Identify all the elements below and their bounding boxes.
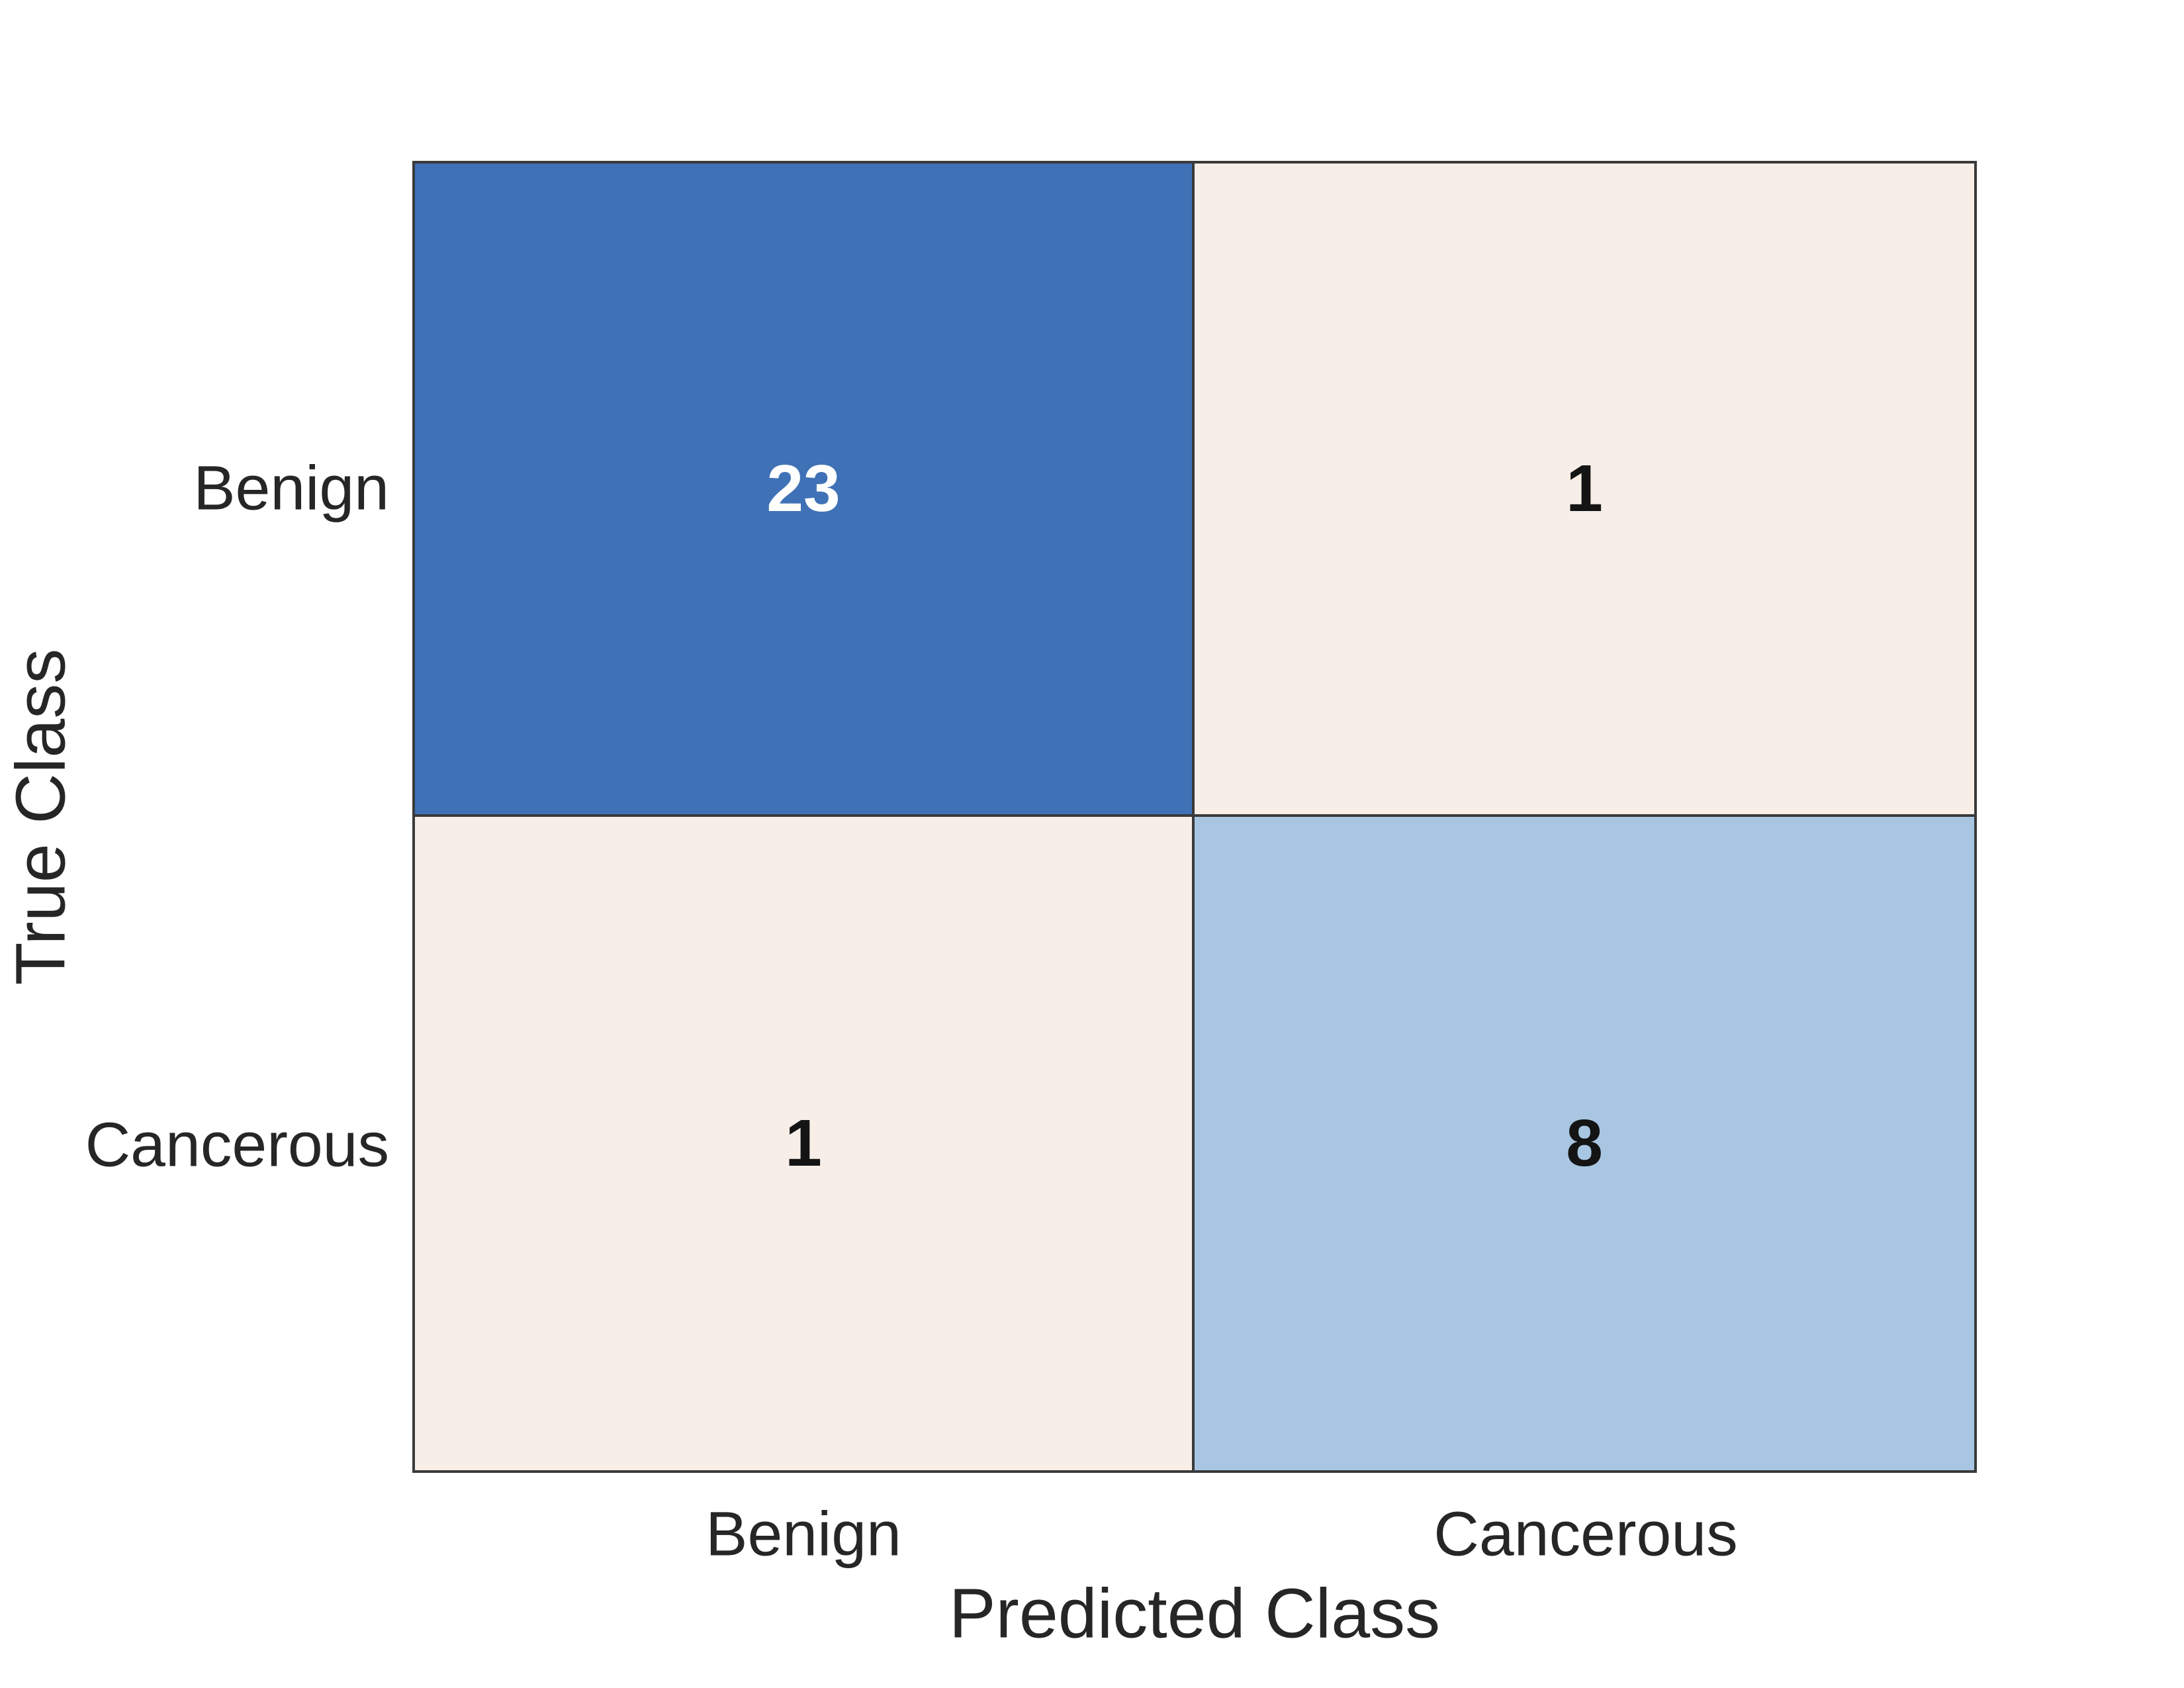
y-tick-cancerous: Cancerous: [85, 1109, 389, 1180]
cell-true-benign-pred-cancerous: 1: [1195, 164, 1974, 817]
cell-value: 23: [766, 451, 841, 526]
confusion-matrix-grid: 23 1 1 8: [412, 161, 1977, 1473]
y-axis-title: True Class: [1, 648, 80, 986]
x-axis-title: Predicted Class: [948, 1574, 1441, 1653]
cell-value: 1: [785, 1106, 822, 1180]
cell-value: 1: [1566, 451, 1603, 526]
cell-true-cancerous-pred-cancerous: 8: [1195, 817, 1974, 1470]
cell-true-cancerous-pred-benign: 1: [415, 817, 1195, 1470]
x-tick-benign: Benign: [705, 1499, 901, 1570]
x-tick-cancerous: Cancerous: [1433, 1499, 1738, 1570]
y-tick-benign: Benign: [193, 453, 389, 524]
cell-true-benign-pred-benign: 23: [415, 164, 1195, 817]
cell-value: 8: [1566, 1106, 1603, 1180]
